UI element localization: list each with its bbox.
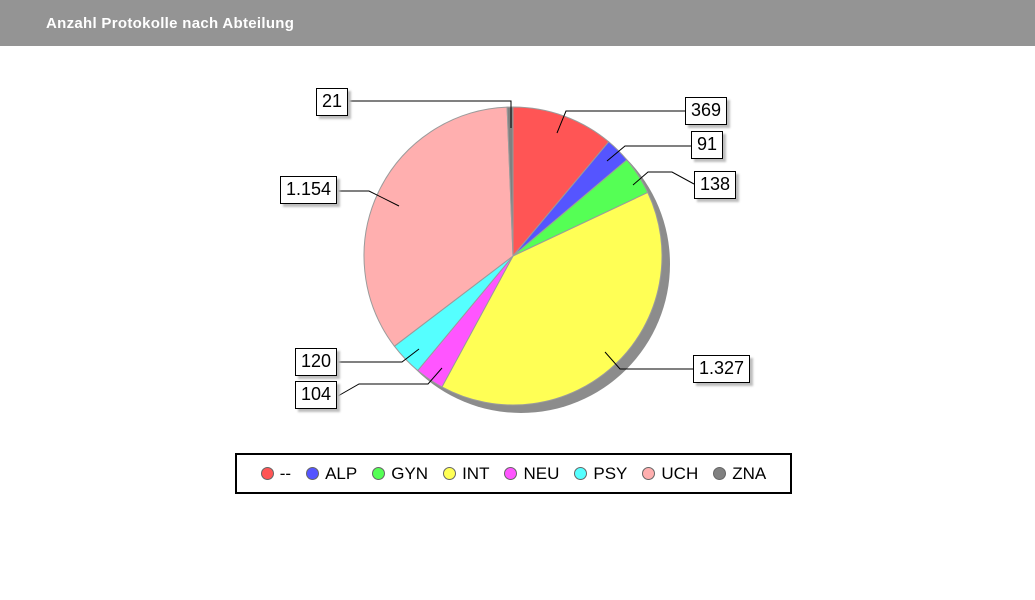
legend-item-int: INT bbox=[443, 464, 489, 484]
pie-slice-uch bbox=[363, 106, 514, 347]
callout-leader-line-int bbox=[604, 351, 693, 370]
legend-item-zna: ZNA bbox=[713, 464, 766, 484]
legend-marker-icon bbox=[504, 467, 518, 480]
legend-item-uch: UCH bbox=[642, 464, 698, 484]
legend-item-label: -- bbox=[279, 463, 292, 483]
legend-item-label: INT bbox=[462, 463, 490, 483]
callout-value-int: 1.327 bbox=[693, 355, 751, 383]
callout-leader-line-psy bbox=[337, 348, 420, 363]
callout-value-gyn: 138 bbox=[694, 171, 737, 199]
callout-leader-line-alp bbox=[606, 145, 691, 162]
legend-item-label: GYN bbox=[391, 463, 429, 483]
legend-item-label: UCH bbox=[661, 463, 699, 483]
callout-leader-line-gyn bbox=[632, 171, 695, 186]
callout-value-zna: 21 bbox=[316, 88, 349, 116]
legend-item-label: NEU bbox=[523, 463, 560, 483]
legend-marker-icon bbox=[713, 467, 727, 480]
chart-legend: -- ALP GYN INT NEU PSY UCH ZNA bbox=[235, 453, 792, 494]
chart-title: Anzahl Protokolle nach Abteilung bbox=[46, 14, 295, 32]
legend-item-label: ALP bbox=[325, 463, 358, 483]
legend-marker-icon bbox=[306, 467, 320, 480]
legend-marker-icon bbox=[260, 467, 274, 480]
legend-item-label: ZNA bbox=[732, 463, 767, 483]
chart-title-bar: Anzahl Protokolle nach Abteilung bbox=[0, 0, 1035, 46]
legend-marker-icon bbox=[372, 467, 386, 480]
callout-value-uch: 1.154 bbox=[280, 176, 338, 204]
callout-value-neu: 104 bbox=[295, 381, 338, 409]
legend-item-neu: NEU bbox=[504, 464, 559, 484]
callout-value-psy: 120 bbox=[295, 348, 338, 376]
pie-slice-zna bbox=[506, 106, 514, 257]
callout-value-no-dept: 369 bbox=[685, 97, 728, 125]
legend-marker-icon bbox=[574, 467, 588, 480]
legend-item-gyn: GYN bbox=[372, 464, 428, 484]
legend-item-no-dept: -- bbox=[260, 463, 292, 484]
callout-leader-line-uch bbox=[334, 190, 400, 207]
legend-item-psy: PSY bbox=[574, 464, 627, 484]
callout-value-alp: 91 bbox=[691, 131, 724, 159]
legend-item-label: PSY bbox=[593, 463, 628, 483]
legend-item-alp: ALP bbox=[306, 464, 357, 484]
legend-marker-icon bbox=[642, 467, 656, 480]
callout-leader-line-zna bbox=[347, 100, 512, 128]
callout-leader-line-no-dept bbox=[556, 110, 685, 134]
callout-leader-line-neu bbox=[337, 367, 443, 397]
legend-marker-icon bbox=[443, 467, 457, 480]
